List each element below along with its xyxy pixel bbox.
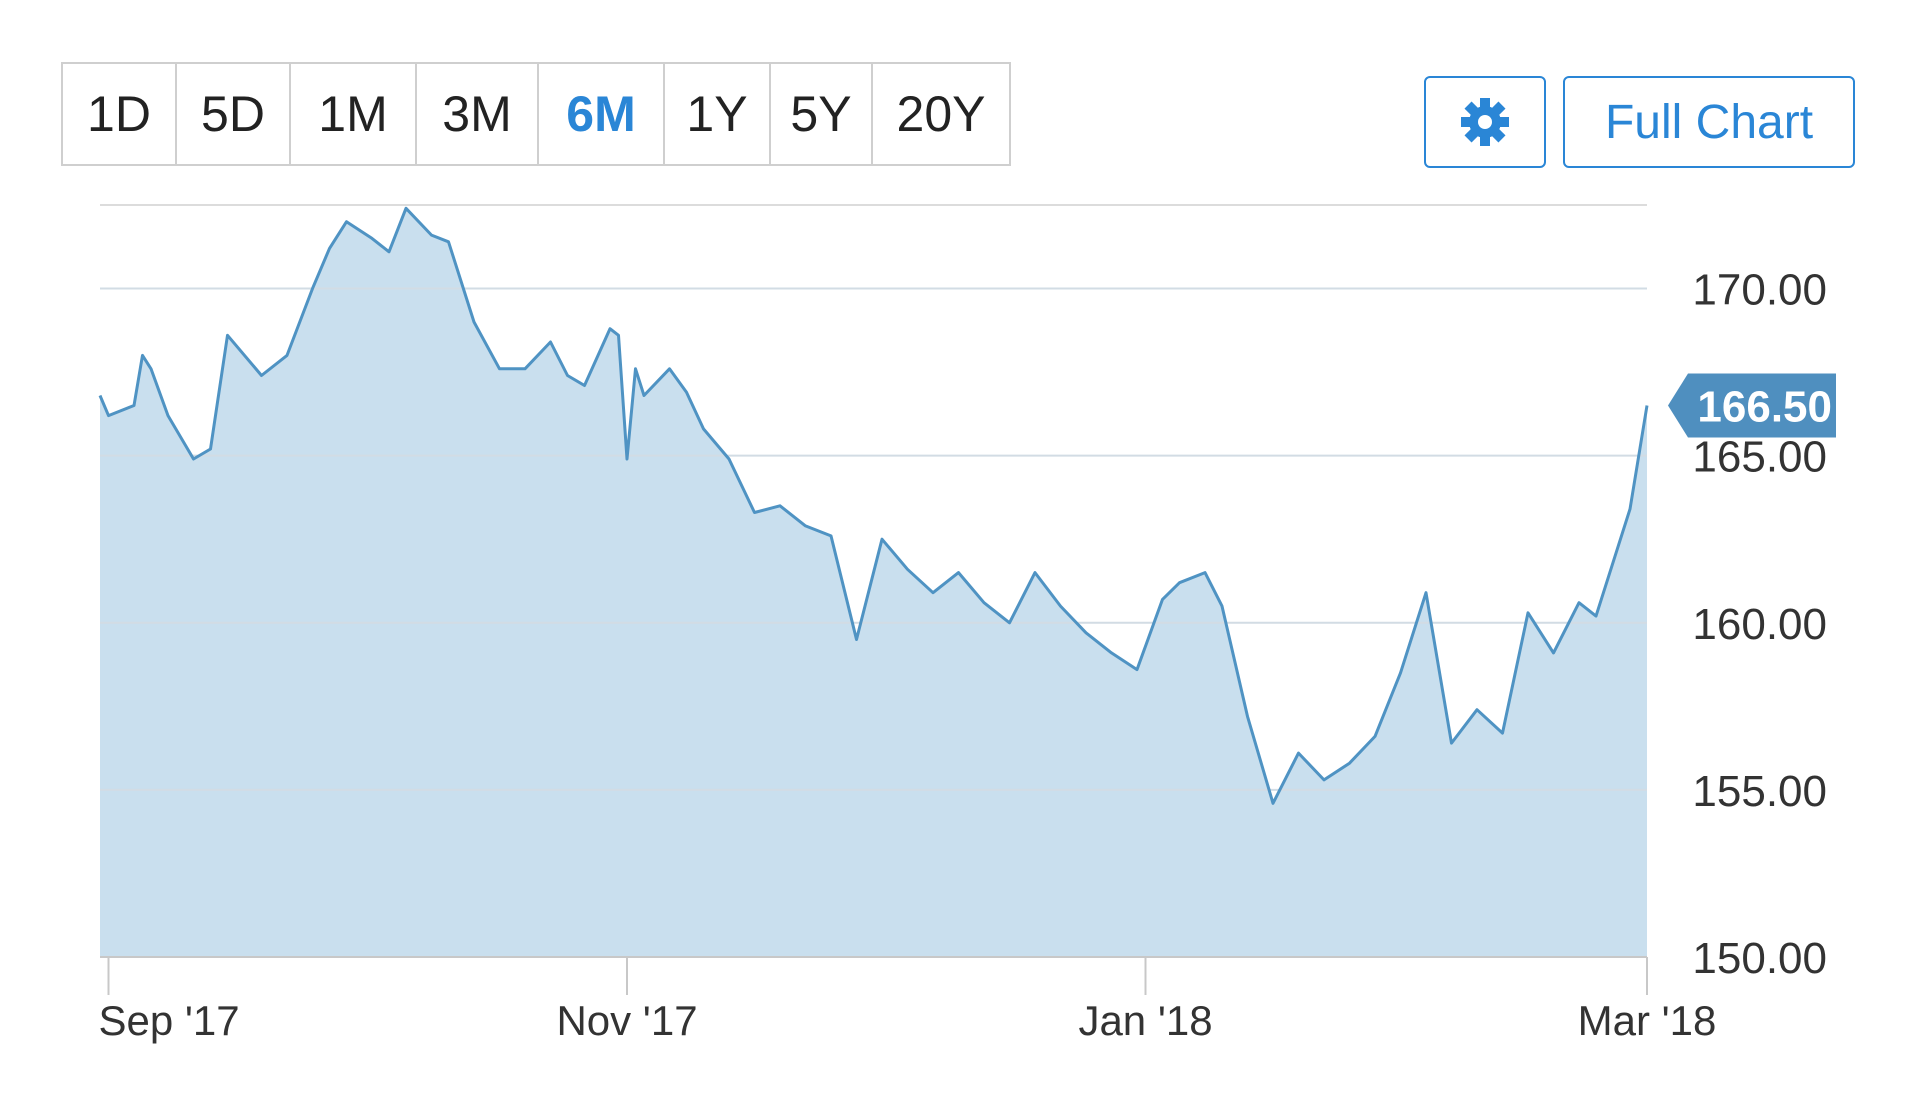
range-button-6m[interactable]: 6M: [539, 64, 665, 164]
settings-button[interactable]: [1424, 76, 1546, 168]
gear-icon: [1461, 98, 1509, 146]
y-tick-label: 170.00: [1692, 266, 1827, 315]
x-tick-label: Sep '17: [99, 997, 240, 1044]
range-selector: 1D 5D 1M 3M 6M 1Y 5Y 20Y: [61, 62, 1011, 166]
price-area: [100, 208, 1647, 958]
y-tick-label: 150.00: [1692, 934, 1827, 983]
y-tick-label: 165.00: [1692, 433, 1827, 482]
y-tick-label: 160.00: [1692, 600, 1827, 649]
range-button-1d[interactable]: 1D: [63, 64, 177, 164]
range-button-5d[interactable]: 5D: [177, 64, 291, 164]
range-button-3m[interactable]: 3M: [417, 64, 539, 164]
range-button-5y[interactable]: 5Y: [771, 64, 873, 164]
x-tick-label: Nov '17: [556, 997, 697, 1044]
current-price-badge: [1668, 373, 1836, 438]
current-price-label: 166.50: [1697, 383, 1832, 432]
x-tick-label: Mar '18: [1578, 997, 1717, 1044]
range-button-1y[interactable]: 1Y: [665, 64, 771, 164]
full-chart-button[interactable]: Full Chart: [1563, 76, 1855, 168]
x-tick-label: Jan '18: [1078, 997, 1212, 1044]
range-button-20y[interactable]: 20Y: [896, 86, 986, 142]
range-button-1m[interactable]: 1M: [291, 64, 417, 164]
price-line: [98, 206, 1649, 805]
y-tick-label: 155.00: [1692, 767, 1827, 816]
